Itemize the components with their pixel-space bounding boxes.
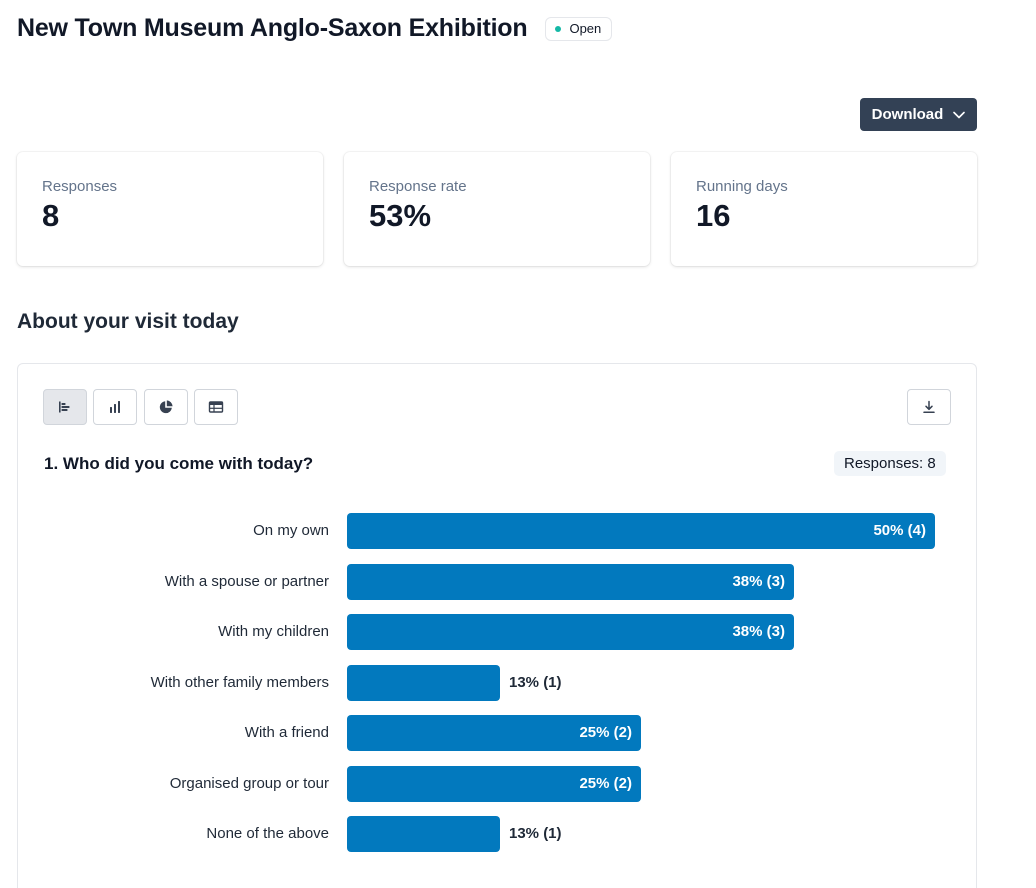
- bar[interactable]: [347, 614, 794, 650]
- bar-category-label: None of the above: [206, 825, 329, 842]
- download-button[interactable]: Download: [860, 98, 977, 131]
- vertical-bar-view-button[interactable]: [93, 389, 137, 425]
- pie-chart-icon: [159, 400, 173, 414]
- bar[interactable]: [347, 563, 794, 600]
- bar[interactable]: [347, 816, 500, 852]
- header: New Town Museum Anglo-Saxon Exhibition O…: [17, 14, 613, 43]
- bar-value-label: 25% (2): [579, 724, 632, 741]
- bar-value-label: 25% (2): [579, 774, 632, 792]
- bar-category-label: Organised group or tour: [169, 774, 329, 792]
- chevron-down-icon: [953, 111, 966, 118]
- stat-card-responses: Responses 8: [17, 152, 323, 266]
- bar-value-label: 13% (1): [509, 673, 562, 691]
- section-title: About your visit today: [17, 310, 239, 333]
- bar-row: Organised group or tour 25% (2): [18, 765, 976, 802]
- bar-row: With my children 38% (3): [18, 614, 976, 650]
- stat-value: 53%: [369, 198, 432, 233]
- status-label: Open: [569, 21, 602, 36]
- bar[interactable]: [347, 664, 500, 701]
- stat-label: Responses: [42, 178, 118, 195]
- bar-category-label: With other family members: [150, 673, 329, 691]
- table-view-button[interactable]: [194, 389, 238, 425]
- bar[interactable]: [347, 765, 641, 802]
- bar-row: On my own 50% (4): [18, 513, 976, 549]
- bar-category-label: With a friend: [244, 724, 329, 741]
- horizontal-bar-chart-icon: [59, 401, 70, 413]
- bar-chart: On my own 50% (4) With a spouse or partner…: [18, 364, 976, 888]
- stat-value: 8: [42, 198, 60, 233]
- question-panel: 1. Who did you come with today? Response…: [17, 363, 977, 888]
- bar[interactable]: [347, 715, 641, 751]
- vertical-bar-chart-icon: [110, 401, 120, 413]
- bar-row: None of the above 13% (1): [18, 816, 976, 852]
- responses-count-badge: Responses: 8: [834, 451, 946, 476]
- bar-value-label: 38% (3): [732, 623, 785, 640]
- horizontal-bar-view-button[interactable]: [43, 389, 87, 425]
- table-icon: [208, 401, 224, 413]
- bar-row: With a spouse or partner 38% (3): [18, 563, 976, 600]
- question-title: 1. Who did you come with today?: [44, 454, 314, 473]
- status-dot-icon: [555, 25, 562, 32]
- stat-value: 16: [696, 198, 731, 233]
- stat-card-response-rate: Response rate 53%: [344, 152, 650, 266]
- bar-row: With other family members 13% (1): [18, 664, 976, 701]
- bar-value-label: 38% (3): [732, 572, 785, 590]
- download-icon: [923, 400, 935, 413]
- status-badge: Open: [545, 16, 613, 41]
- download-label: Download: [871, 106, 944, 123]
- bar-value-label: 13% (1): [509, 825, 562, 842]
- page-title: New Town Museum Anglo-Saxon Exhibition: [17, 14, 528, 42]
- bar-value-label: 50% (4): [873, 522, 926, 539]
- bar-category-label: With my children: [218, 623, 329, 640]
- stat-label: Response rate: [369, 178, 467, 195]
- bar-category-label: On my own: [253, 522, 329, 539]
- export-chart-button[interactable]: [907, 389, 951, 425]
- stat-label: Running days: [696, 178, 788, 195]
- bar[interactable]: [347, 513, 935, 549]
- stat-card-running-days: Running days 16: [671, 152, 977, 266]
- bar-category-label: With a spouse or partner: [164, 572, 329, 590]
- bar-row: With a friend 25% (2): [18, 715, 976, 751]
- pie-view-button[interactable]: [144, 389, 188, 425]
